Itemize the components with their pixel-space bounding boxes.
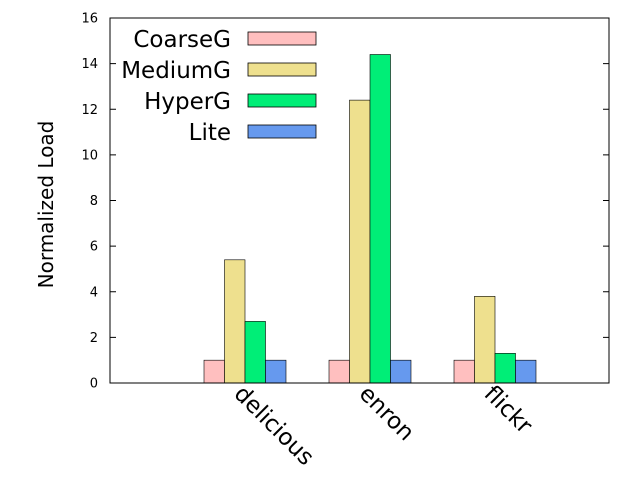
category-labels: delicious enron flickr (229, 381, 538, 471)
y-tick-label: 8 (90, 194, 98, 209)
bar-flickr-mediumg (474, 296, 496, 384)
y-tick-label: 10 (81, 148, 98, 163)
legend-swatch-lite (247, 124, 317, 139)
y-tick-label: 14 (81, 57, 98, 72)
bar-delicious-hyperg (244, 321, 266, 384)
legend-label-coarseg: CoarseG (133, 27, 231, 53)
bar-flickr-hyperg (494, 353, 516, 384)
legend-swatch-coarseg (247, 31, 317, 46)
legend-label-hyperg: HyperG (144, 89, 231, 115)
category-label-delicious: delicious (229, 381, 319, 471)
legend: CoarseG MediumG HyperG Lite (121, 27, 317, 146)
category-label-enron: enron (354, 381, 419, 446)
bar-flickr-lite (515, 359, 537, 384)
category-label-flickr: flickr (479, 381, 538, 440)
bar-enron-hyperg (369, 54, 391, 384)
bar-flickr-coarseg (453, 359, 475, 384)
y-tick-label: 16 (81, 12, 98, 27)
y-tick-label: 4 (90, 285, 98, 300)
bar-enron-coarseg (328, 359, 350, 384)
legend-swatch-mediumg (247, 62, 317, 77)
plot-frame (109, 17, 610, 384)
legend-swatch-hyperg (247, 93, 317, 108)
legend-label-lite: Lite (189, 120, 231, 146)
bar-delicious-coarseg (203, 359, 225, 384)
y-tick-label: 2 (90, 331, 98, 346)
y-axis-title: Normalized Load (34, 121, 58, 289)
legend-label-mediumg: MediumG (121, 58, 231, 84)
y-tick-label: 6 (90, 240, 98, 255)
bar-enron-lite (390, 359, 412, 384)
y-tick-label: 12 (81, 103, 98, 118)
bar-enron-mediumg (349, 99, 371, 384)
bars (203, 54, 537, 384)
bar-delicious-lite (265, 359, 287, 384)
y-tick-label: 0 (90, 377, 98, 392)
bar-delicious-mediumg (224, 259, 246, 384)
